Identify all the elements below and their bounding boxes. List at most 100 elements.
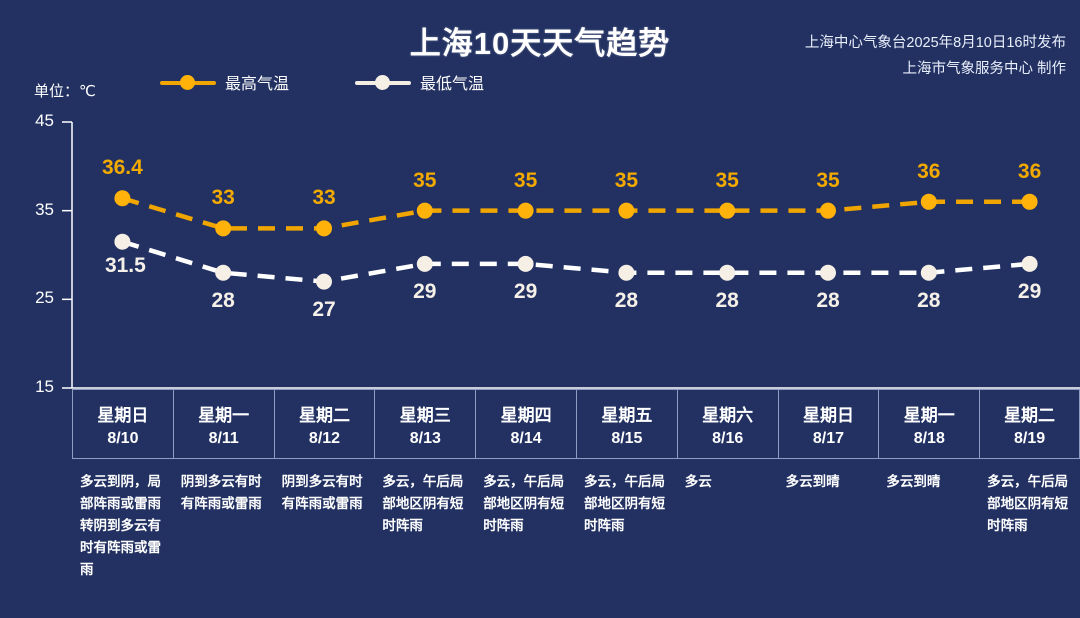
legend-marker-low-icon — [355, 74, 412, 90]
forecast-column[interactable]: 星期一 8/11 阴到多云有时有阵雨或雷雨 — [172, 389, 274, 581]
y-axis-tick-label: 25 — [35, 288, 54, 308]
y-axis-tick-label: 45 — [35, 111, 54, 130]
forecast-column-header: 星期六 8/16 — [676, 389, 778, 459]
data-point-marker — [719, 264, 736, 281]
data-point-marker — [820, 264, 836, 281]
forecast-description: 阴到多云有时有阵雨或雷雨 — [281, 474, 363, 511]
data-point-label: 35 — [614, 168, 639, 192]
forecast-weekday: 星期二 — [298, 405, 350, 425]
legend-item-low-temp: 最低气温 — [355, 70, 484, 94]
forecast-description: 多云，午后局部地区阴有短时阵雨 — [583, 474, 665, 533]
data-point-label: 36.4 — [101, 156, 143, 180]
forecast-weekday: 星期三 — [399, 405, 451, 425]
data-point-label: 31.5 — [104, 253, 146, 277]
forecast-column-header: 星期二 8/12 — [273, 389, 375, 459]
data-point-marker — [920, 193, 937, 210]
forecast-date: 8/18 — [913, 429, 945, 447]
data-point-label: 27 — [312, 297, 336, 321]
data-point-marker — [215, 264, 232, 281]
forecast-weekday: 星期四 — [500, 405, 552, 425]
legend-label-low: 最低气温 — [420, 76, 485, 93]
forecast-description: 阴到多云有时有阵雨或雷雨 — [180, 474, 262, 511]
data-point-marker — [618, 202, 635, 219]
forecast-description: 多云到晴 — [886, 474, 941, 489]
forecast-date: 8/19 — [1014, 429, 1046, 447]
data-point-label: 29 — [1017, 279, 1042, 303]
forecast-column[interactable]: 星期日 8/10 多云到阴，局部阵雨或雷雨转阴到多云有时有阵雨或雷雨 — [72, 389, 173, 581]
data-point-marker — [416, 255, 433, 272]
forecast-weekday: 星期二 — [1004, 405, 1056, 425]
data-point-label: 36 — [917, 159, 941, 183]
forecast-weekday: 星期一 — [198, 405, 250, 425]
forecast-column-header: 星期日 8/17 — [777, 389, 879, 459]
forecast-column[interactable]: 星期日 8/17 多云到晴 — [777, 389, 879, 581]
forecast-description: 多云到晴 — [785, 474, 840, 489]
data-point-label: 35 — [413, 168, 437, 192]
data-point-marker — [1021, 255, 1038, 272]
data-point-marker — [416, 202, 433, 219]
data-point-marker — [1021, 193, 1038, 210]
y-axis-tick-label: 15 — [35, 377, 54, 396]
data-point-marker — [114, 190, 131, 207]
forecast-column[interactable]: 星期五 8/15 多云，午后局部地区阴有短时阵雨 — [575, 389, 677, 581]
data-point-label: 35 — [715, 168, 739, 192]
forecast-date: 8/15 — [611, 429, 643, 447]
forecast-date: 8/14 — [510, 429, 542, 447]
legend-item-high-temp: 最高气温 — [160, 70, 289, 94]
data-point-label: 33 — [312, 186, 336, 210]
data-point-label: 29 — [413, 279, 437, 303]
forecast-table: 星期日 8/10 多云到阴，局部阵雨或雷雨转阴到多云有时有阵雨或雷雨 星期一 8/11 阴… — [72, 389, 1080, 581]
data-point-marker — [920, 264, 937, 281]
forecast-description: 多云，午后局部地区阴有短时阵雨 — [483, 474, 565, 533]
forecast-column-header: 星期日 8/10 — [72, 389, 173, 459]
data-point-label: 28 — [917, 288, 941, 312]
forecast-column-header: 星期一 8/11 — [172, 389, 274, 459]
forecast-date: 8/12 — [308, 429, 341, 447]
forecast-column-header: 星期二 8/19 — [979, 389, 1080, 459]
series-line-low — [121, 239, 1030, 284]
data-point-label: 28 — [816, 288, 840, 312]
data-point-label: 36 — [1017, 159, 1042, 183]
forecast-column[interactable]: 星期三 8/13 多云，午后局部地区阴有短时阵雨 — [374, 389, 476, 581]
data-point-label: 33 — [211, 186, 235, 210]
forecast-weekday: 星期日 — [802, 405, 854, 425]
forecast-date: 8/17 — [812, 429, 845, 447]
data-point-label: 28 — [614, 288, 639, 312]
data-point-marker — [316, 220, 332, 237]
data-point-label: 28 — [715, 288, 739, 312]
legend-marker-high-icon — [160, 74, 216, 90]
publisher-line-2: 上海市气象服务中心 制作 — [902, 61, 1066, 77]
data-point-marker — [618, 264, 635, 281]
forecast-date: 8/13 — [409, 429, 441, 447]
forecast-column[interactable]: 星期一 8/18 多云到晴 — [878, 389, 980, 581]
forecast-column[interactable]: 星期二 8/19 多云，午后局部地区阴有短时阵雨 — [979, 389, 1080, 581]
forecast-column[interactable]: 星期二 8/12 阴到多云有时有阵雨或雷雨 — [273, 389, 375, 581]
data-point-marker — [719, 202, 736, 219]
forecast-description: 多云 — [684, 474, 712, 489]
y-axis-tick-label: 35 — [35, 199, 54, 219]
data-point-marker — [820, 202, 836, 219]
chart-legend: 最高气温 最低气温 — [160, 70, 484, 94]
forecast-column-header: 星期五 8/15 — [575, 389, 677, 459]
forecast-weekday: 星期一 — [903, 405, 955, 425]
forecast-column[interactable]: 星期四 8/14 多云，午后局部地区阴有短时阵雨 — [475, 389, 576, 581]
forecast-description: 多云，午后局部地区阴有短时阵雨 — [382, 474, 464, 533]
data-point-marker — [517, 202, 534, 219]
forecast-weekday: 星期日 — [97, 405, 149, 425]
page-title: 上海10天天气趋势 — [409, 26, 671, 61]
forecast-column-header: 星期四 8/14 — [475, 389, 576, 459]
forecast-date: 8/11 — [208, 429, 239, 447]
data-point-label: 35 — [816, 168, 840, 192]
data-point-marker — [114, 233, 131, 250]
forecast-column-header: 星期三 8/13 — [374, 389, 476, 459]
publisher-info: 上海中心气象台2025年8月10日16时发布 上海市气象服务中心 制作 — [805, 30, 1066, 82]
forecast-column[interactable]: 星期六 8/16 多云 — [676, 389, 778, 581]
data-point-label: 35 — [513, 168, 538, 192]
forecast-date: 8/16 — [712, 429, 744, 447]
data-point-label: 29 — [513, 279, 538, 303]
unit-label: 单位：℃ — [34, 83, 96, 100]
forecast-weekday: 星期五 — [601, 405, 653, 425]
forecast-description: 多云到阴，局部阵雨或雷雨转阴到多云有时有阵雨或雷雨 — [80, 474, 161, 577]
forecast-column-header: 星期一 8/18 — [878, 389, 980, 459]
data-point-marker — [517, 255, 534, 272]
